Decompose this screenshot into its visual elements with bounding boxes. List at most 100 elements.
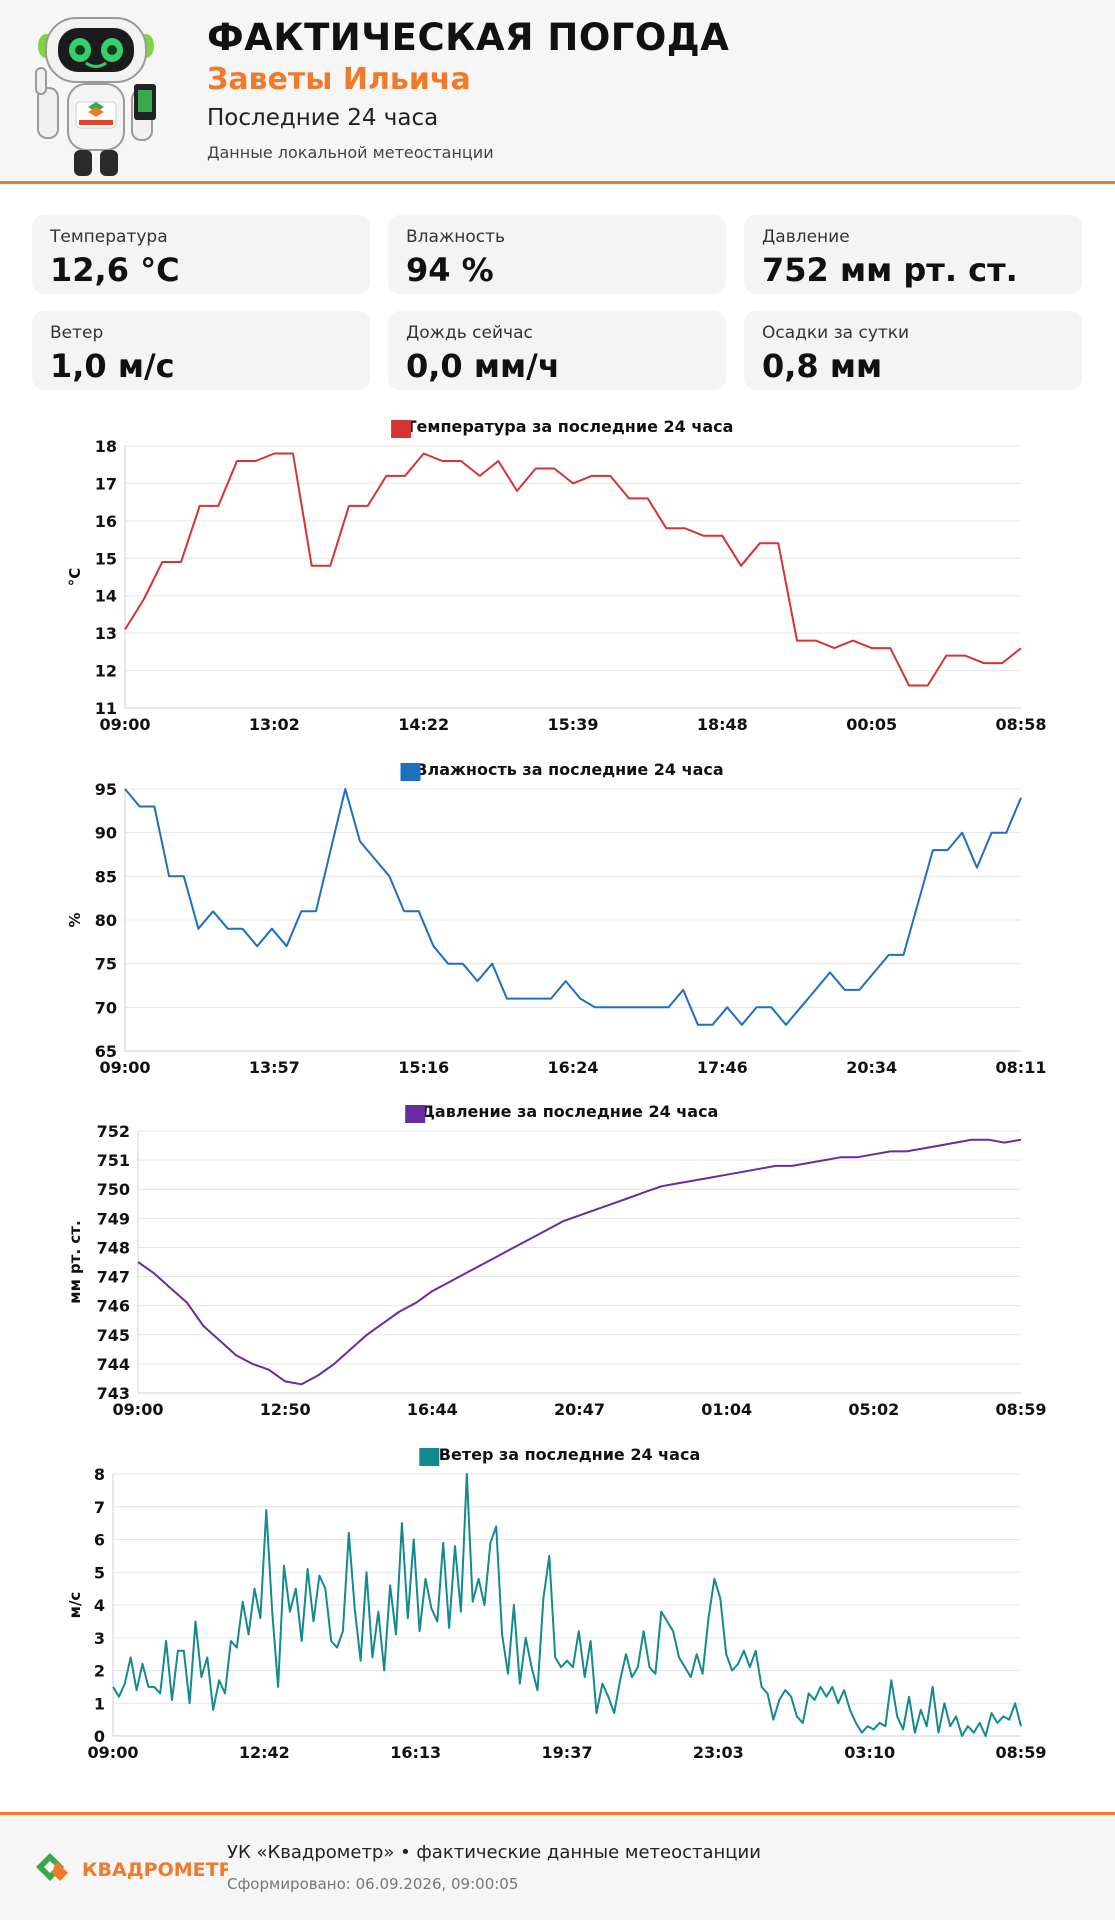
- chart-title: Влажность за последние 24 часа: [415, 760, 723, 779]
- legend-swatch: [391, 420, 412, 438]
- x-tick-label: 12:50: [260, 1400, 311, 1415]
- chart-title: Ветер за последние 24 часа: [439, 1445, 700, 1464]
- x-tick-label: 08:58: [996, 715, 1047, 730]
- card-value: 0,0 мм/ч: [406, 347, 560, 385]
- x-tick-label: 13:57: [249, 1058, 300, 1073]
- y-tick-label: 744: [97, 1355, 130, 1374]
- y-axis-label: %: [66, 912, 84, 927]
- y-tick-label: 12: [95, 662, 117, 681]
- card-value: 94 %: [406, 251, 494, 289]
- y-tick-label: 6: [94, 1531, 105, 1550]
- card-pressure: Давление 752 мм рт. ст.: [744, 215, 1082, 294]
- card-value: 0,8 мм: [762, 347, 883, 385]
- y-tick-label: 85: [95, 867, 117, 886]
- y-tick-label: 5: [94, 1563, 105, 1582]
- chart-title: Давление за последние 24 часа: [421, 1102, 719, 1121]
- card-label: Осадки за сутки: [762, 323, 910, 343]
- series-line: [137, 1138, 1022, 1386]
- y-tick-label: 14: [95, 587, 117, 606]
- y-tick-label: 746: [97, 1297, 130, 1316]
- chart-svg: Влажность за последние 24 часа 65 70 75 80 85…: [66, 760, 1047, 1073]
- x-tick-label: 16:44: [407, 1400, 458, 1415]
- legend-swatch: [405, 1105, 426, 1123]
- y-tick-label: 17: [95, 474, 117, 493]
- x-tick-label: 09:00: [113, 1400, 164, 1415]
- y-tick-label: 749: [97, 1209, 130, 1228]
- x-tick-label: 05:02: [848, 1400, 899, 1415]
- y-tick-label: 75: [95, 955, 117, 974]
- footer: КВАДРОМЕТР УК «Квадрометр» • фактические…: [0, 1812, 1115, 1920]
- card-label: Дождь сейчас: [406, 323, 533, 343]
- y-tick-label: 90: [95, 824, 117, 843]
- x-tick-label: 09:00: [100, 715, 151, 730]
- card-value: 12,6 °C: [50, 251, 180, 289]
- x-tick-label: 20:47: [554, 1400, 605, 1415]
- x-tick-label: 08:11: [996, 1058, 1047, 1073]
- series-line: [124, 452, 1022, 687]
- x-tick-label: 13:02: [249, 715, 300, 730]
- card-label: Давление: [762, 227, 850, 247]
- y-axis-label: мм рт. ст.: [66, 1220, 84, 1303]
- chart-temperature: Температура за последние 24 часа 11 12 13 14…: [0, 408, 1115, 730]
- y-tick-label: 8: [94, 1465, 105, 1484]
- y-tick-label: 7: [94, 1498, 105, 1517]
- y-tick-label: 0: [94, 1727, 105, 1746]
- x-tick-label: 19:37: [542, 1743, 593, 1758]
- chart-svg: Ветер за последние 24 часа 0 1 2 3 4 5 6 7 8 м/с 09…: [66, 1445, 1047, 1758]
- footer-generated-timestamp: Сформировано: 06.09.2026, 09:00:05: [227, 1875, 519, 1893]
- robot-mascot-icon: [35, 17, 156, 176]
- x-tick-label: 18:48: [697, 715, 748, 730]
- series-line: [124, 788, 1022, 1026]
- card-value: 752 мм рт. ст.: [762, 251, 1018, 289]
- card-temperature: Температура 12,6 °C: [32, 215, 370, 294]
- period-label: Последние 24 часа: [207, 105, 439, 131]
- footer-company-text: УК «Квадрометр» • фактические данные мет…: [227, 1842, 761, 1863]
- y-tick-label: 748: [97, 1238, 130, 1257]
- footer-logo-text: КВАДРОМЕТР: [82, 1859, 228, 1881]
- x-tick-label: 16:24: [548, 1058, 599, 1073]
- chart-svg: Температура за последние 24 часа 11 12 13 14…: [66, 417, 1047, 730]
- y-tick-label: 80: [95, 911, 117, 930]
- y-tick-label: 1: [94, 1694, 105, 1713]
- header: ФАКТИЧЕСКАЯ ПОГОДА Заветы Ильича Последн…: [0, 0, 1115, 184]
- y-tick-label: 3: [94, 1629, 105, 1648]
- y-tick-label: 750: [97, 1180, 130, 1199]
- x-tick-label: 08:59: [996, 1743, 1047, 1758]
- x-tick-label: 17:46: [697, 1058, 748, 1073]
- y-tick-label: 95: [95, 780, 117, 799]
- x-tick-label: 01:04: [701, 1400, 752, 1415]
- card-rain-now: Дождь сейчас 0,0 мм/ч: [388, 311, 726, 390]
- x-tick-label: 08:59: [996, 1400, 1047, 1415]
- y-tick-label: 65: [95, 1042, 117, 1061]
- x-tick-label: 12:42: [239, 1743, 290, 1758]
- data-source-label: Данные локальной метеостанции: [207, 143, 494, 162]
- chart-svg: Давление за последние 24 часа 743 744 745 74…: [66, 1102, 1047, 1415]
- y-tick-label: 15: [95, 549, 117, 568]
- x-tick-label: 09:00: [100, 1058, 151, 1073]
- card-wind: Ветер 1,0 м/с: [32, 311, 370, 390]
- location-name: Заветы Ильича: [207, 62, 471, 97]
- x-tick-label: 14:22: [398, 715, 449, 730]
- x-tick-label: 15:39: [548, 715, 599, 730]
- card-label: Ветер: [50, 323, 104, 343]
- y-tick-label: 743: [97, 1384, 130, 1403]
- y-tick-label: 745: [97, 1326, 130, 1345]
- card-precip-day: Осадки за сутки 0,8 мм: [744, 311, 1082, 390]
- x-tick-label: 09:00: [88, 1743, 139, 1758]
- chart-title: Температура за последние 24 часа: [406, 417, 734, 436]
- series-line: [112, 1473, 1022, 1737]
- chart-pressure: Давление за последние 24 часа 743 744 745 74…: [0, 1093, 1115, 1415]
- card-label: Влажность: [406, 227, 506, 247]
- x-tick-label: 00:05: [846, 715, 897, 730]
- y-tick-label: 18: [95, 437, 117, 456]
- x-tick-label: 16:13: [390, 1743, 441, 1758]
- legend-swatch: [419, 1448, 440, 1466]
- y-tick-label: 11: [95, 699, 117, 718]
- y-tick-label: 4: [94, 1596, 105, 1615]
- kvadrometr-logo: КВАДРОМЕТР: [36, 1853, 228, 1881]
- y-tick-label: 751: [97, 1151, 130, 1170]
- y-tick-label: 70: [95, 998, 117, 1017]
- page-title: ФАКТИЧЕСКАЯ ПОГОДА: [207, 16, 730, 59]
- legend-swatch: [400, 763, 421, 781]
- y-tick-label: 752: [97, 1122, 130, 1141]
